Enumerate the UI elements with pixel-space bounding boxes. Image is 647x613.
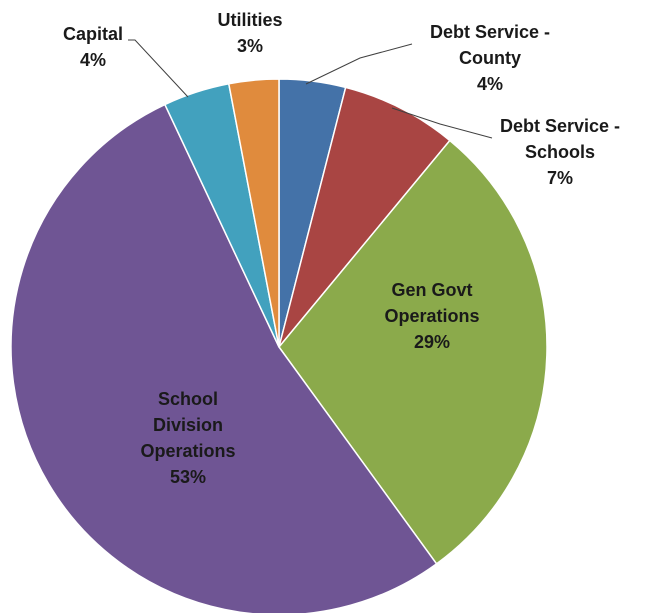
slice-category-label: County xyxy=(459,48,521,68)
slice-category-label: Schools xyxy=(525,142,595,162)
slice-category-label: Debt Service - xyxy=(430,22,550,42)
slice-category-label: Utilities xyxy=(217,10,282,30)
slice-category-label: Gen Govt xyxy=(391,280,472,300)
slice-label-debt_schools: Debt Service - Schools 7% xyxy=(500,116,620,188)
slice-category-label: Capital xyxy=(63,24,123,44)
slice-category-label: Debt Service - xyxy=(500,116,620,136)
leader-line-debt_county xyxy=(305,43,413,85)
slice-value-label: 29% xyxy=(414,332,450,352)
slice-value-label: 4% xyxy=(80,50,106,70)
pie-slices xyxy=(10,78,548,613)
slice-category-label: Operations xyxy=(384,306,479,326)
slice-label-capital: Capital 4% xyxy=(63,24,123,70)
slice-label-debt_county: Debt Service - County 4% xyxy=(430,22,550,94)
slice-value-label: 3% xyxy=(237,36,263,56)
slice-label-gen_govt: Gen Govt Operations 29% xyxy=(384,280,479,352)
slice-label-school_div: School Division Operations 53% xyxy=(140,389,235,487)
leader-lines xyxy=(128,39,493,139)
slice-category-label: Operations xyxy=(140,441,235,461)
pie-slice-school_div xyxy=(10,103,438,613)
pie-slice-utilities xyxy=(227,78,280,348)
leader-line-debt_schools xyxy=(391,107,493,139)
slice-value-label: 4% xyxy=(477,74,503,94)
slice-value-label: 53% xyxy=(170,467,206,487)
slice-category-label: Division xyxy=(153,415,223,435)
slice-label-utilities: Utilities 3% xyxy=(217,10,282,56)
pie-slice-debt_schools xyxy=(278,86,451,348)
pie-slice-gen_govt xyxy=(278,139,548,565)
leader-line-capital xyxy=(128,39,189,98)
slice-category-label: School xyxy=(158,389,218,409)
slice-labels: Debt Service - County 4% Debt Service - Scho… xyxy=(63,10,620,487)
slice-value-label: 7% xyxy=(547,168,573,188)
